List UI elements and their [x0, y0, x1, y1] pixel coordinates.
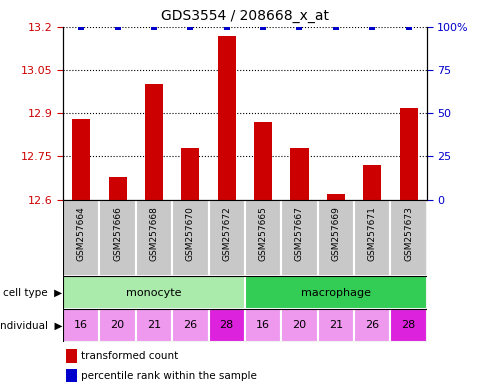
Bar: [145, 84, 163, 200]
Bar: [244, 200, 281, 276]
Text: 16: 16: [74, 320, 88, 331]
Bar: [99, 200, 136, 276]
Text: individual  ▶: individual ▶: [0, 320, 62, 331]
Bar: [136, 309, 172, 342]
Text: 26: 26: [364, 320, 378, 331]
Bar: [63, 276, 244, 309]
Bar: [290, 148, 308, 200]
Bar: [390, 200, 426, 276]
Text: 28: 28: [401, 320, 415, 331]
Text: 20: 20: [110, 320, 124, 331]
Bar: [317, 200, 353, 276]
Text: GSM257668: GSM257668: [149, 206, 158, 261]
Title: GDS3554 / 208668_x_at: GDS3554 / 208668_x_at: [161, 9, 328, 23]
Text: GSM257672: GSM257672: [222, 206, 231, 261]
Bar: [317, 309, 353, 342]
Text: percentile rank within the sample: percentile rank within the sample: [81, 371, 256, 381]
Bar: [363, 165, 380, 200]
Text: GSM257666: GSM257666: [113, 206, 122, 261]
Bar: [244, 309, 281, 342]
Text: 28: 28: [219, 320, 233, 331]
Text: macrophage: macrophage: [300, 288, 370, 298]
Bar: [66, 369, 76, 382]
Bar: [108, 177, 126, 200]
Text: GSM257667: GSM257667: [294, 206, 303, 261]
Text: GSM257664: GSM257664: [76, 206, 86, 261]
Text: GSM257673: GSM257673: [403, 206, 412, 261]
Bar: [63, 309, 99, 342]
Text: GSM257671: GSM257671: [367, 206, 376, 261]
Bar: [281, 309, 317, 342]
Bar: [99, 309, 136, 342]
Bar: [217, 35, 235, 200]
Text: cell type  ▶: cell type ▶: [3, 288, 62, 298]
Bar: [172, 309, 208, 342]
Bar: [208, 200, 244, 276]
Bar: [66, 349, 76, 363]
Bar: [244, 276, 426, 309]
Bar: [172, 200, 208, 276]
Bar: [326, 194, 344, 200]
Text: 26: 26: [183, 320, 197, 331]
Text: GSM257665: GSM257665: [258, 206, 267, 261]
Text: 16: 16: [256, 320, 270, 331]
Bar: [208, 309, 244, 342]
Bar: [181, 148, 199, 200]
Bar: [390, 309, 426, 342]
Text: GSM257670: GSM257670: [185, 206, 195, 261]
Text: monocyte: monocyte: [126, 288, 182, 298]
Bar: [254, 122, 272, 200]
Bar: [136, 200, 172, 276]
Text: 21: 21: [147, 320, 161, 331]
Bar: [353, 309, 390, 342]
Bar: [63, 200, 99, 276]
Text: transformed count: transformed count: [81, 351, 178, 361]
Text: 21: 21: [328, 320, 342, 331]
Bar: [399, 108, 417, 200]
Text: 20: 20: [292, 320, 306, 331]
Bar: [353, 200, 390, 276]
Bar: [72, 119, 90, 200]
Bar: [281, 200, 317, 276]
Text: GSM257669: GSM257669: [331, 206, 340, 261]
